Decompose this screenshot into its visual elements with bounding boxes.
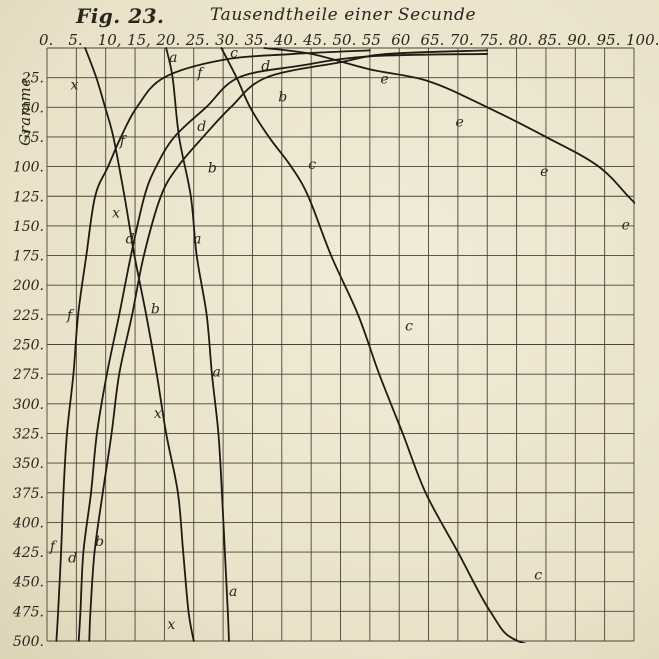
x-tick-label: 50. [333, 31, 357, 49]
curve-label-f: f [196, 66, 205, 82]
y-tick-label: 350. [13, 456, 44, 472]
y-tick-label: 100. [13, 160, 44, 176]
figure-label: Fig. 23. [76, 4, 165, 28]
x-tick-label: 55 [362, 31, 381, 49]
curve-label-a: a [229, 584, 237, 600]
curve-label-x: x [154, 406, 162, 422]
curve-label-e: e [622, 217, 630, 233]
x-tick-label: 40. [273, 31, 298, 49]
curve-label-b: b [95, 534, 104, 550]
x-tick-label: 25. [185, 31, 210, 49]
curve-label-x: x [167, 617, 175, 633]
curve-label-d: d [261, 59, 270, 75]
x-tick-label: 95. [597, 31, 621, 49]
y-tick-label: 150. [13, 219, 44, 235]
y-tick-label: 175. [13, 249, 44, 265]
x-tick-label: 5. [68, 31, 82, 49]
curve-label-x: x [70, 78, 78, 94]
x-tick-label: 0. [39, 31, 53, 49]
x-tick-label: 45. [302, 31, 327, 49]
curve-label-d: d [197, 119, 206, 135]
curve-label-e: e [380, 72, 388, 88]
x-tick-label: 30. [215, 31, 239, 49]
x-tick-label: 80. [509, 31, 533, 49]
y-tick-label: 325. [13, 426, 44, 442]
curve-label-c: c [230, 45, 238, 61]
y-tick-label: 475. [12, 604, 44, 620]
y-tick-label: 200. [12, 278, 44, 294]
curve-label-f: f [66, 308, 75, 324]
curve-label-a: a [193, 232, 201, 248]
curve-label-b: b [278, 89, 287, 105]
y-tick-label: 375. [13, 486, 44, 502]
x-tick-label: 10, [98, 31, 122, 49]
y-tick-label: 225. [12, 308, 44, 324]
curve-label-e: e [456, 114, 464, 130]
y-tick-label: 25. [21, 71, 44, 87]
y-tick-label: 50. [22, 100, 44, 116]
x-tick-label: 90. [567, 31, 591, 49]
curve-label-e: e [540, 164, 548, 180]
series-lines [55, 47, 635, 643]
x-axis-title: Tausendtheile einer Secunde [210, 5, 477, 25]
x-tick-label: 20. [155, 31, 180, 49]
y-tick-label: 275. [12, 367, 44, 383]
series-line-c [220, 47, 528, 643]
tick-labels: 0. 5. 10, 15, 20. 25. 30. 35. 40. 45. 50. 55 60 65. 70… [12, 31, 659, 650]
curve-label-x: x [112, 206, 120, 222]
y-tick-label: 75. [22, 130, 44, 146]
x-tick-label: 35. [244, 31, 268, 49]
curve-label-d: d [126, 232, 135, 248]
y-tick-label: 400. [12, 515, 44, 531]
curve-label-a: a [169, 50, 177, 66]
y-tick-label: 300. [13, 397, 44, 413]
y-tick-label: 125. [13, 189, 44, 205]
grid [46, 47, 635, 642]
x-tick-label: 65. [421, 31, 445, 49]
curve-label-f: f [49, 539, 58, 555]
series-line-b [88, 49, 489, 642]
x-tick-label: 15, [127, 31, 151, 49]
curve-label-b: b [151, 302, 160, 318]
series-line-f [55, 49, 371, 642]
curve-label-c: c [308, 157, 316, 173]
x-tick-label: 75. [479, 31, 503, 49]
x-tick-label: 100. [626, 31, 659, 49]
x-tick-label: 70. [450, 31, 474, 49]
curve-label-f: f [119, 133, 128, 149]
curve-label-c: c [405, 318, 413, 334]
curve-label-d: d [68, 551, 77, 567]
series-line-e [263, 47, 635, 205]
x-tick-label: 60 [391, 31, 411, 49]
y-tick-label: 425. [12, 545, 44, 561]
series-line-d [77, 53, 489, 642]
y-tick-label: 450. [12, 575, 44, 591]
curve-label-c: c [534, 567, 542, 583]
y-tick-label: 500. [13, 634, 44, 650]
series-line-x [84, 47, 195, 642]
curve-label-a: a [213, 365, 221, 381]
curve-label-b: b [208, 161, 217, 177]
y-tick-label: 250. [12, 338, 44, 354]
x-tick-label: 85. [538, 31, 562, 49]
